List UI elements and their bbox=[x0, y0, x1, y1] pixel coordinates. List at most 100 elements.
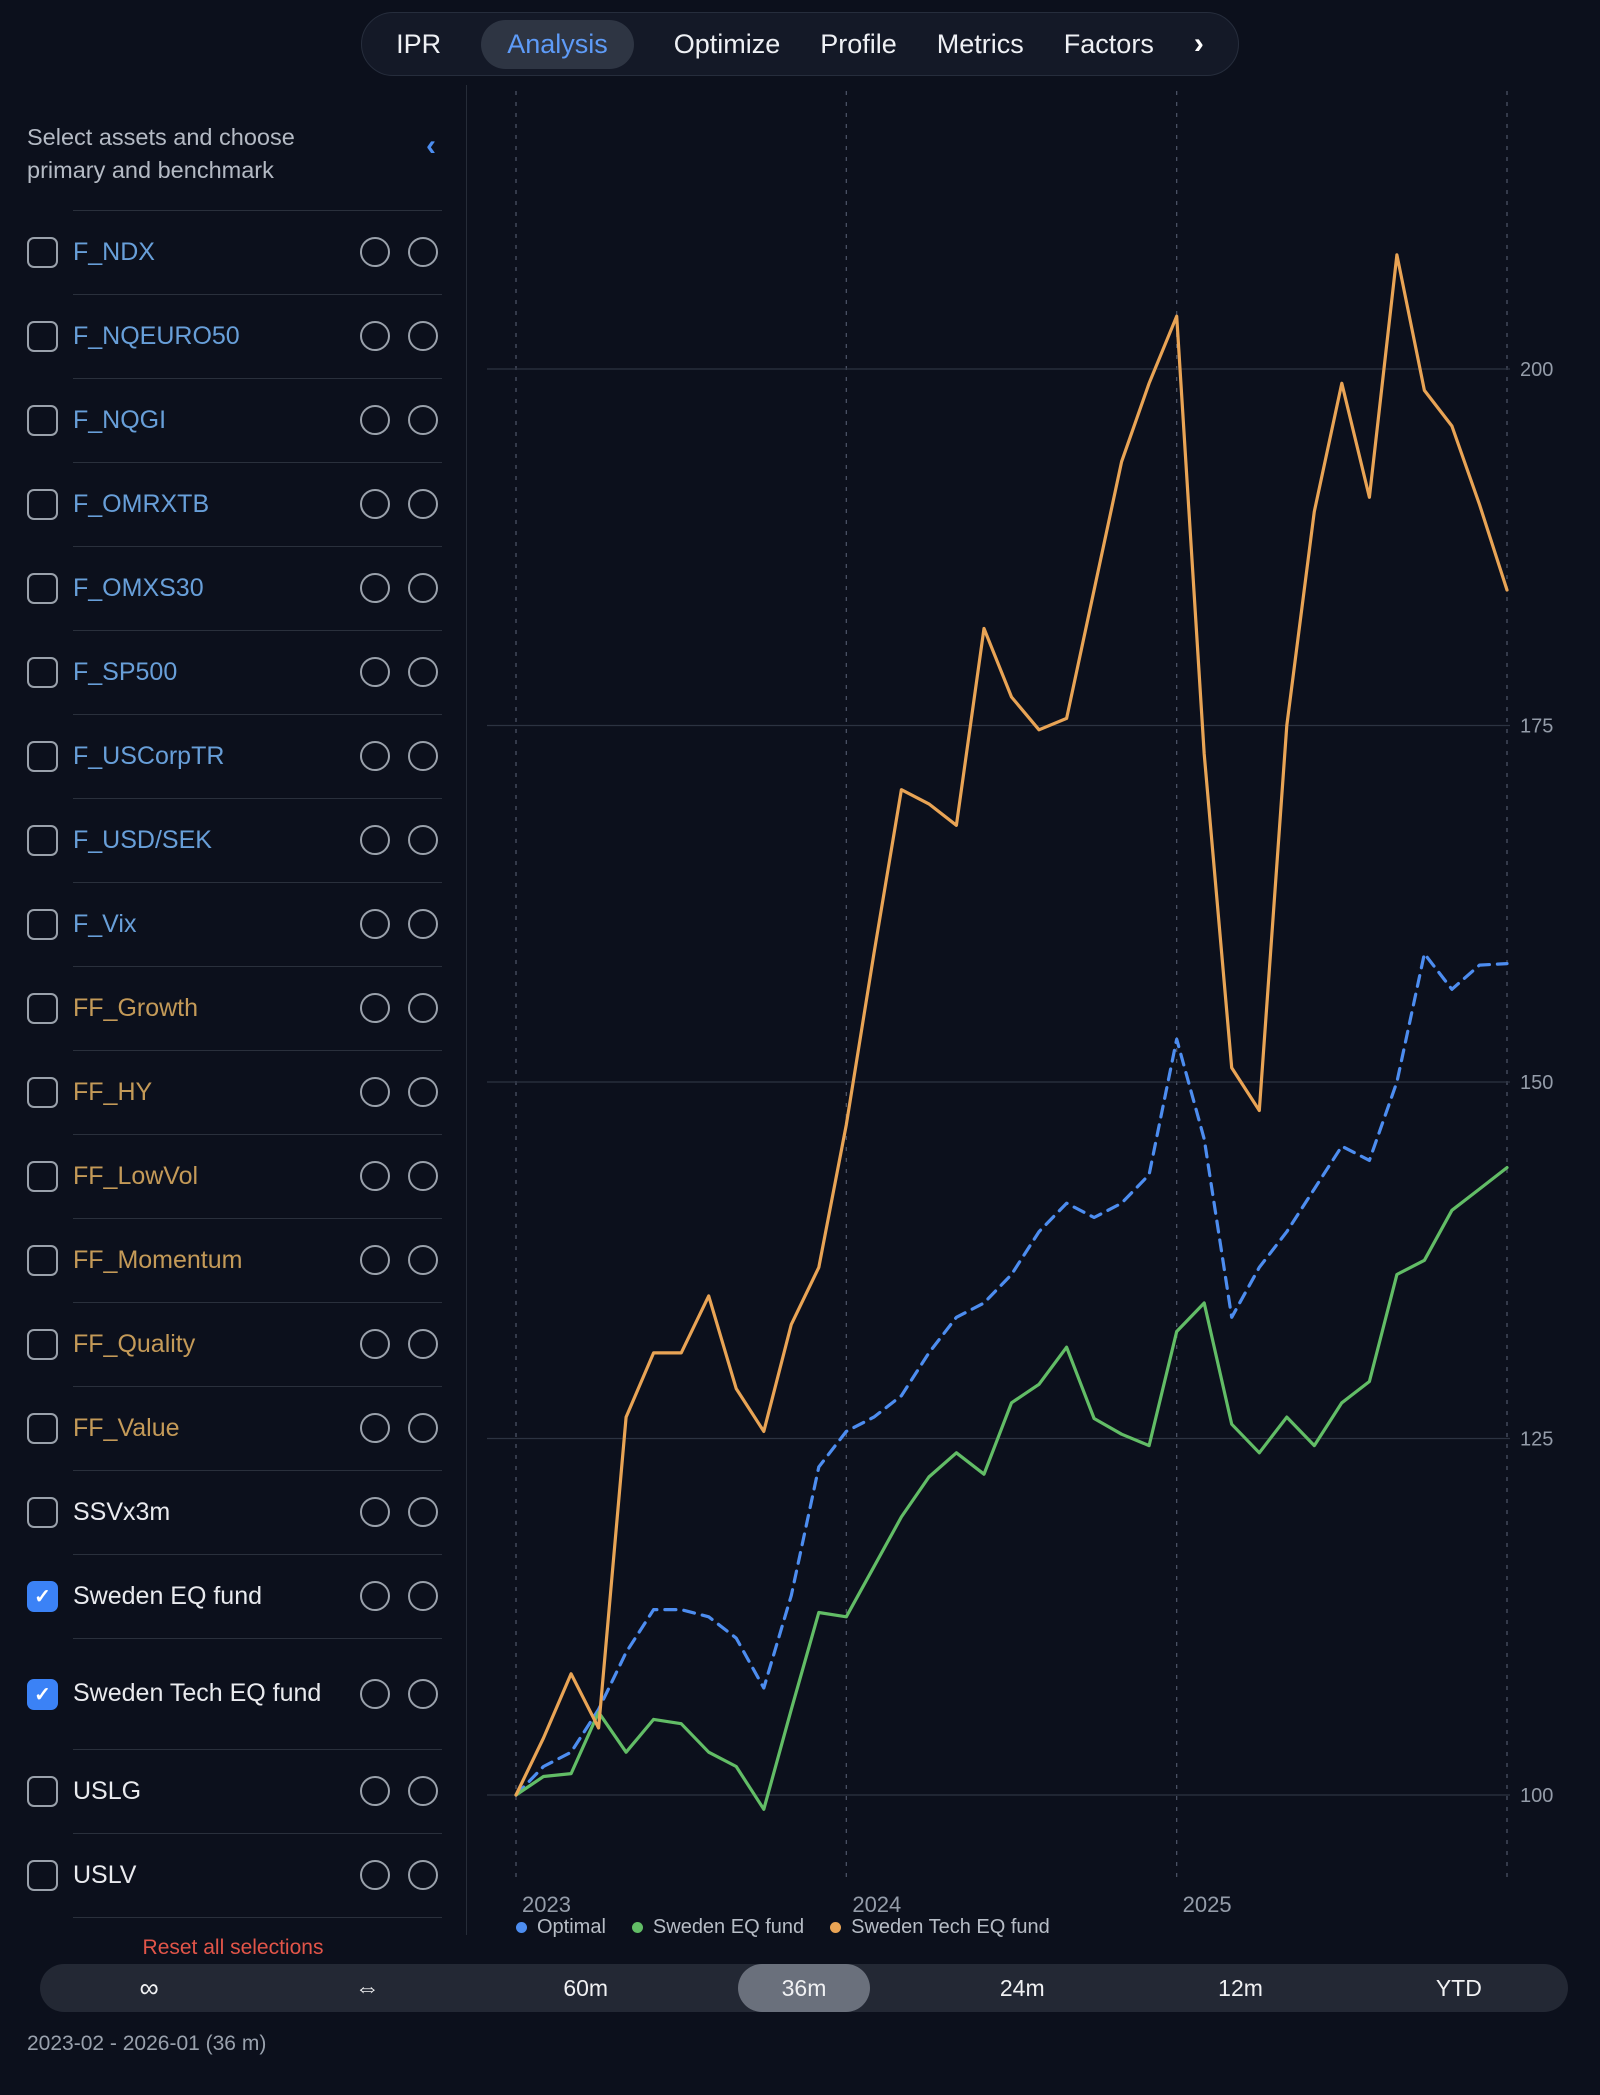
benchmark-radio[interactable] bbox=[408, 321, 438, 352]
benchmark-radio[interactable] bbox=[408, 1161, 438, 1192]
collapse-sidebar-icon[interactable]: ‹ bbox=[426, 129, 436, 162]
asset-label[interactable]: FF_Value bbox=[73, 1413, 180, 1442]
range-option-24m[interactable]: 24m bbox=[999, 1974, 1045, 2001]
benchmark-radio[interactable] bbox=[408, 237, 438, 268]
asset-label[interactable]: FF_Quality bbox=[73, 1329, 196, 1358]
asset-label[interactable]: F_OMXS30 bbox=[73, 573, 204, 602]
primary-radio[interactable] bbox=[360, 1860, 390, 1891]
primary-radio[interactable] bbox=[360, 1413, 390, 1444]
range-option-infinity[interactable]: ∞ bbox=[139, 1972, 159, 2003]
benchmark-radio[interactable] bbox=[408, 909, 438, 940]
benchmark-radio[interactable] bbox=[408, 657, 438, 688]
asset-checkbox[interactable] bbox=[27, 1329, 58, 1361]
range-option-12m[interactable]: 12m bbox=[1218, 1974, 1263, 2001]
range-option-60m[interactable]: 60m bbox=[563, 1974, 609, 2001]
asset-label[interactable]: FF_Growth bbox=[73, 993, 199, 1022]
asset-checkbox[interactable] bbox=[27, 1776, 58, 1808]
primary-radio[interactable] bbox=[360, 1776, 390, 1807]
asset-label[interactable]: Sweden EQ fund bbox=[73, 1581, 263, 1610]
primary-radio[interactable] bbox=[360, 1329, 390, 1360]
asset-label[interactable]: FF_HY bbox=[73, 1077, 153, 1106]
primary-radio[interactable] bbox=[360, 1077, 390, 1108]
asset-row: SSVx3m bbox=[0, 1471, 466, 1555]
benchmark-radio[interactable] bbox=[408, 1329, 438, 1360]
legend-item: Optimal bbox=[516, 1916, 606, 1939]
primary-radio[interactable] bbox=[360, 741, 390, 772]
asset-checkbox[interactable] bbox=[27, 489, 58, 521]
asset-label[interactable]: FF_Momentum bbox=[73, 1245, 243, 1274]
benchmark-radio[interactable] bbox=[408, 489, 438, 520]
asset-label[interactable]: F_USCorpTR bbox=[73, 741, 225, 770]
benchmark-radio[interactable] bbox=[408, 741, 438, 772]
asset-checkbox[interactable] bbox=[27, 1161, 58, 1193]
asset-checkbox[interactable] bbox=[27, 825, 58, 857]
asset-checkbox[interactable] bbox=[27, 573, 58, 605]
asset-label[interactable]: FF_LowVol bbox=[73, 1161, 199, 1190]
primary-radio[interactable] bbox=[360, 1581, 390, 1612]
nav-tab-profile[interactable]: Profile bbox=[820, 28, 897, 59]
primary-radio[interactable] bbox=[360, 237, 390, 268]
nav-tab-ipr[interactable]: IPR bbox=[396, 28, 442, 59]
asset-checkbox[interactable] bbox=[27, 657, 58, 689]
primary-radio[interactable] bbox=[360, 489, 390, 520]
checked-asset-checkbox[interactable] bbox=[27, 1678, 58, 1710]
asset-label[interactable]: F_OMRXTB bbox=[73, 489, 210, 518]
primary-radio[interactable] bbox=[360, 657, 390, 688]
benchmark-radio[interactable] bbox=[408, 405, 438, 436]
nav-more-chevron-icon[interactable]: › bbox=[1193, 27, 1204, 60]
primary-radio[interactable] bbox=[360, 909, 390, 940]
asset-label[interactable]: USLV bbox=[73, 1860, 137, 1889]
asset-label[interactable]: F_USD/SEK bbox=[73, 825, 212, 854]
asset-checkbox[interactable] bbox=[27, 1245, 58, 1277]
primary-radio[interactable] bbox=[360, 1678, 390, 1709]
benchmark-radio[interactable] bbox=[408, 825, 438, 856]
asset-checkbox[interactable] bbox=[27, 236, 58, 268]
asset-row: FF_Quality bbox=[0, 1303, 466, 1387]
asset-checkbox[interactable] bbox=[27, 993, 58, 1025]
asset-label[interactable]: F_NQGI bbox=[73, 405, 167, 434]
range-option-fit[interactable]: ⇔ bbox=[354, 1973, 380, 2002]
asset-checkbox[interactable] bbox=[27, 741, 58, 773]
benchmark-radio[interactable] bbox=[408, 1678, 438, 1709]
primary-radio[interactable] bbox=[360, 1497, 390, 1528]
primary-radio[interactable] bbox=[360, 405, 390, 436]
asset-checkbox[interactable] bbox=[27, 1860, 58, 1892]
benchmark-radio[interactable] bbox=[408, 1581, 438, 1612]
benchmark-radio[interactable] bbox=[408, 573, 438, 604]
asset-label[interactable]: F_SP500 bbox=[73, 657, 178, 686]
primary-radio[interactable] bbox=[360, 573, 390, 604]
primary-radio[interactable] bbox=[360, 1245, 390, 1276]
primary-radio[interactable] bbox=[360, 321, 390, 352]
asset-checkbox[interactable] bbox=[27, 321, 58, 353]
nav-tab-metrics[interactable]: Metrics bbox=[936, 28, 1024, 59]
asset-checkbox[interactable] bbox=[27, 1077, 58, 1109]
asset-label[interactable]: F_Vix bbox=[73, 909, 137, 938]
checked-asset-checkbox[interactable] bbox=[27, 1581, 58, 1613]
primary-radio[interactable] bbox=[360, 825, 390, 856]
benchmark-radio[interactable] bbox=[408, 1077, 438, 1108]
benchmark-radio[interactable] bbox=[408, 993, 438, 1024]
nav-tab-factors[interactable]: Factors bbox=[1063, 28, 1154, 59]
asset-checkbox[interactable] bbox=[27, 405, 58, 437]
asset-label[interactable]: USLG bbox=[73, 1776, 142, 1805]
reset-selections-link[interactable]: Reset all selections bbox=[142, 1935, 324, 1959]
range-option-36m[interactable]: 36m bbox=[695, 1964, 913, 2012]
nav-tab-analysis[interactable]: Analysis bbox=[481, 19, 634, 69]
asset-checkbox[interactable] bbox=[27, 1497, 58, 1529]
primary-radio[interactable] bbox=[360, 1161, 390, 1192]
primary-radio[interactable] bbox=[360, 993, 390, 1024]
benchmark-radio[interactable] bbox=[408, 1860, 438, 1891]
benchmark-radio[interactable] bbox=[408, 1776, 438, 1807]
asset-label[interactable]: Sweden Tech EQ fund bbox=[73, 1679, 322, 1708]
y-tick-label: 175 bbox=[1520, 716, 1553, 738]
benchmark-radio[interactable] bbox=[408, 1497, 438, 1528]
asset-label[interactable]: F_NDX bbox=[73, 237, 155, 266]
asset-label[interactable]: F_NQEURO50 bbox=[73, 321, 240, 350]
asset-checkbox[interactable] bbox=[27, 909, 58, 941]
benchmark-radio[interactable] bbox=[408, 1245, 438, 1276]
benchmark-radio[interactable] bbox=[408, 1413, 438, 1444]
range-option-YTD[interactable]: YTD bbox=[1435, 1974, 1482, 2001]
asset-checkbox[interactable] bbox=[27, 1413, 58, 1445]
nav-tab-optimize[interactable]: Optimize bbox=[673, 28, 781, 59]
asset-label[interactable]: SSVx3m bbox=[73, 1497, 171, 1526]
